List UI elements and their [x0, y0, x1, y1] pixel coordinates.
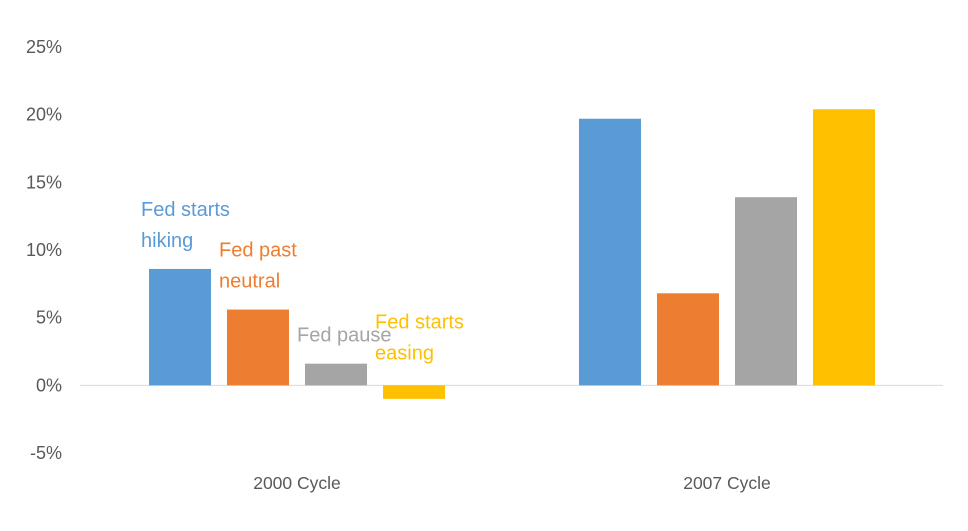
series-label-line: hiking: [141, 230, 193, 252]
series-label-line: easing: [375, 342, 434, 364]
bar: [305, 363, 367, 386]
bar: [813, 109, 875, 386]
bar: [735, 197, 797, 386]
series-label: Fed pause: [297, 325, 392, 347]
x-category-label: 2000 Cycle: [253, 473, 341, 493]
y-tick-label: 10%: [26, 240, 62, 260]
series-label-line: Fed pause: [297, 325, 392, 347]
y-tick-label: -5%: [30, 443, 62, 463]
bar: [579, 118, 641, 386]
y-tick-label: 20%: [26, 105, 62, 125]
series-label-line: Fed starts: [375, 311, 464, 333]
series-label-line: Fed starts: [141, 199, 230, 221]
y-tick-label: 0%: [36, 375, 62, 395]
bar: [227, 309, 289, 386]
series-label: Fed starts easing: [375, 311, 464, 364]
series-label-line: Fed past: [219, 240, 297, 262]
y-tick-label: 15%: [26, 172, 62, 192]
bar: [657, 293, 719, 386]
y-tick-label: 5%: [36, 308, 62, 328]
series-labels: Fed starts hiking Fed past neutral Fed pause…: [141, 199, 464, 364]
x-axis-category-labels: 2000 Cycle 2007 Cycle: [253, 473, 771, 493]
bars: [149, 109, 875, 399]
series-label: Fed starts hiking: [141, 199, 230, 252]
y-tick-label: 25%: [26, 37, 62, 57]
x-category-label: 2007 Cycle: [683, 473, 771, 493]
bar: [149, 268, 211, 386]
bar: [383, 385, 445, 399]
series-label-line: neutral: [219, 271, 280, 293]
y-axis-tick-labels: 25% 20% 15% 10% 5% 0% -5%: [26, 37, 62, 463]
series-label: Fed past neutral: [219, 240, 297, 293]
